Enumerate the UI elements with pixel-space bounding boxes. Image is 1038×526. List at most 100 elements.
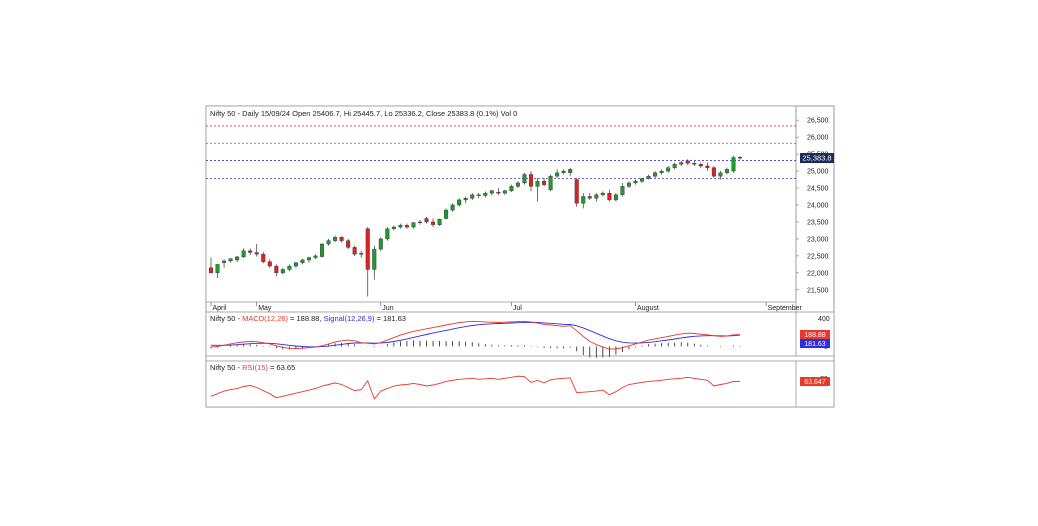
candle-body bbox=[274, 265, 279, 274]
candle-body bbox=[600, 192, 605, 196]
price-tick-label: 24,500 bbox=[807, 186, 829, 193]
candle bbox=[515, 181, 520, 189]
candle-body bbox=[300, 259, 305, 263]
candle bbox=[626, 181, 631, 189]
price-plot-area bbox=[205, 105, 797, 303]
candle-body bbox=[352, 247, 357, 255]
candle-body bbox=[672, 164, 677, 168]
rsi-series-line bbox=[210, 375, 741, 400]
candle-body bbox=[711, 167, 716, 177]
candle bbox=[463, 196, 468, 204]
rsi-badge-label: 63.647 bbox=[804, 379, 826, 386]
rsi-legend-value: = 63.65 bbox=[268, 363, 295, 372]
candle-body bbox=[450, 204, 455, 211]
candle-body bbox=[659, 170, 664, 173]
candle-body bbox=[515, 182, 520, 187]
candle-body bbox=[378, 238, 383, 250]
candle bbox=[646, 174, 651, 180]
candle-body bbox=[607, 192, 612, 201]
candle bbox=[555, 169, 560, 178]
candle-body bbox=[241, 250, 246, 258]
last-price-label: 25,383.8 bbox=[802, 154, 831, 163]
candle-body bbox=[437, 219, 442, 225]
candle-body bbox=[228, 258, 233, 262]
candle-body bbox=[444, 209, 449, 219]
price-tick-label: 22,000 bbox=[807, 270, 829, 277]
candle-body bbox=[346, 240, 351, 248]
candle bbox=[711, 165, 716, 178]
candle bbox=[581, 193, 586, 209]
rsi-legend-label: RSI(15) bbox=[242, 363, 268, 372]
candle bbox=[502, 189, 507, 195]
candle bbox=[561, 169, 566, 175]
candle bbox=[613, 193, 618, 202]
candle bbox=[326, 238, 331, 246]
candle-body bbox=[476, 194, 481, 196]
candle-body bbox=[306, 257, 311, 261]
candle bbox=[385, 227, 390, 241]
price-tick-label: 26,000 bbox=[807, 135, 829, 142]
candle bbox=[594, 193, 599, 202]
candle-body bbox=[208, 267, 213, 274]
candle bbox=[724, 167, 729, 175]
candle bbox=[600, 191, 605, 197]
candle bbox=[293, 262, 298, 268]
signal-value-badge: 181.63 bbox=[800, 339, 830, 348]
candle bbox=[444, 208, 449, 220]
candle-body bbox=[653, 172, 658, 177]
candle-body bbox=[574, 179, 579, 204]
candle-body bbox=[391, 226, 396, 229]
candle-body bbox=[293, 262, 298, 267]
candle-body bbox=[280, 269, 285, 274]
candle bbox=[653, 171, 658, 178]
candle-body bbox=[561, 170, 566, 173]
candle bbox=[607, 189, 612, 202]
candle bbox=[542, 177, 547, 187]
candle bbox=[535, 177, 540, 202]
price-tick-label: 22,500 bbox=[807, 253, 829, 260]
candle bbox=[633, 179, 638, 185]
macd-panel: Nifty 50 - MACD(12,26) = 188.88, Signal(… bbox=[205, 311, 835, 358]
candle-body bbox=[431, 221, 436, 225]
candle-body bbox=[365, 228, 370, 270]
candle bbox=[666, 165, 671, 173]
candle bbox=[248, 248, 253, 256]
candle bbox=[398, 223, 403, 229]
candle bbox=[437, 218, 442, 227]
month-label: April bbox=[213, 305, 227, 312]
rsi-value-badge: 63.647 bbox=[800, 377, 830, 387]
macd-legend: Nifty 50 - MACD(12,26) = 188.88, Signal(… bbox=[210, 314, 406, 323]
candle bbox=[215, 264, 220, 278]
candle-body bbox=[248, 250, 253, 253]
candle bbox=[450, 203, 455, 212]
month-label: Jul bbox=[513, 305, 522, 312]
candle bbox=[738, 155, 743, 160]
candle-body bbox=[724, 169, 729, 173]
candle-body bbox=[404, 225, 409, 228]
candle-body bbox=[287, 265, 292, 270]
candle bbox=[548, 174, 553, 192]
candle-body bbox=[261, 253, 266, 262]
signal-badge-label: 181.63 bbox=[804, 341, 826, 348]
signal-legend-value: = 181.63 bbox=[374, 314, 406, 323]
price-panel: Nifty 50 - Daily 15/09/24 Open 25406.7, … bbox=[205, 105, 834, 312]
candle bbox=[692, 160, 697, 166]
macd-series-line bbox=[210, 320, 741, 350]
macd-ytick-400: 400 bbox=[818, 316, 830, 323]
month-label: August bbox=[637, 305, 659, 312]
candle bbox=[254, 244, 259, 257]
candle-body bbox=[522, 174, 527, 184]
price-tick-label: 23,000 bbox=[807, 236, 829, 243]
candle bbox=[417, 219, 422, 225]
candle-body bbox=[633, 181, 638, 184]
candle bbox=[404, 223, 409, 229]
candle bbox=[333, 235, 338, 243]
candle-body bbox=[626, 182, 631, 187]
candle-body bbox=[666, 167, 671, 172]
candle-body bbox=[568, 169, 573, 173]
price-tick-label: 21,500 bbox=[807, 287, 829, 294]
candle bbox=[287, 264, 292, 272]
candle-body bbox=[738, 157, 743, 159]
macd-value-badge: 188.88 bbox=[800, 330, 830, 339]
candle bbox=[228, 258, 233, 263]
